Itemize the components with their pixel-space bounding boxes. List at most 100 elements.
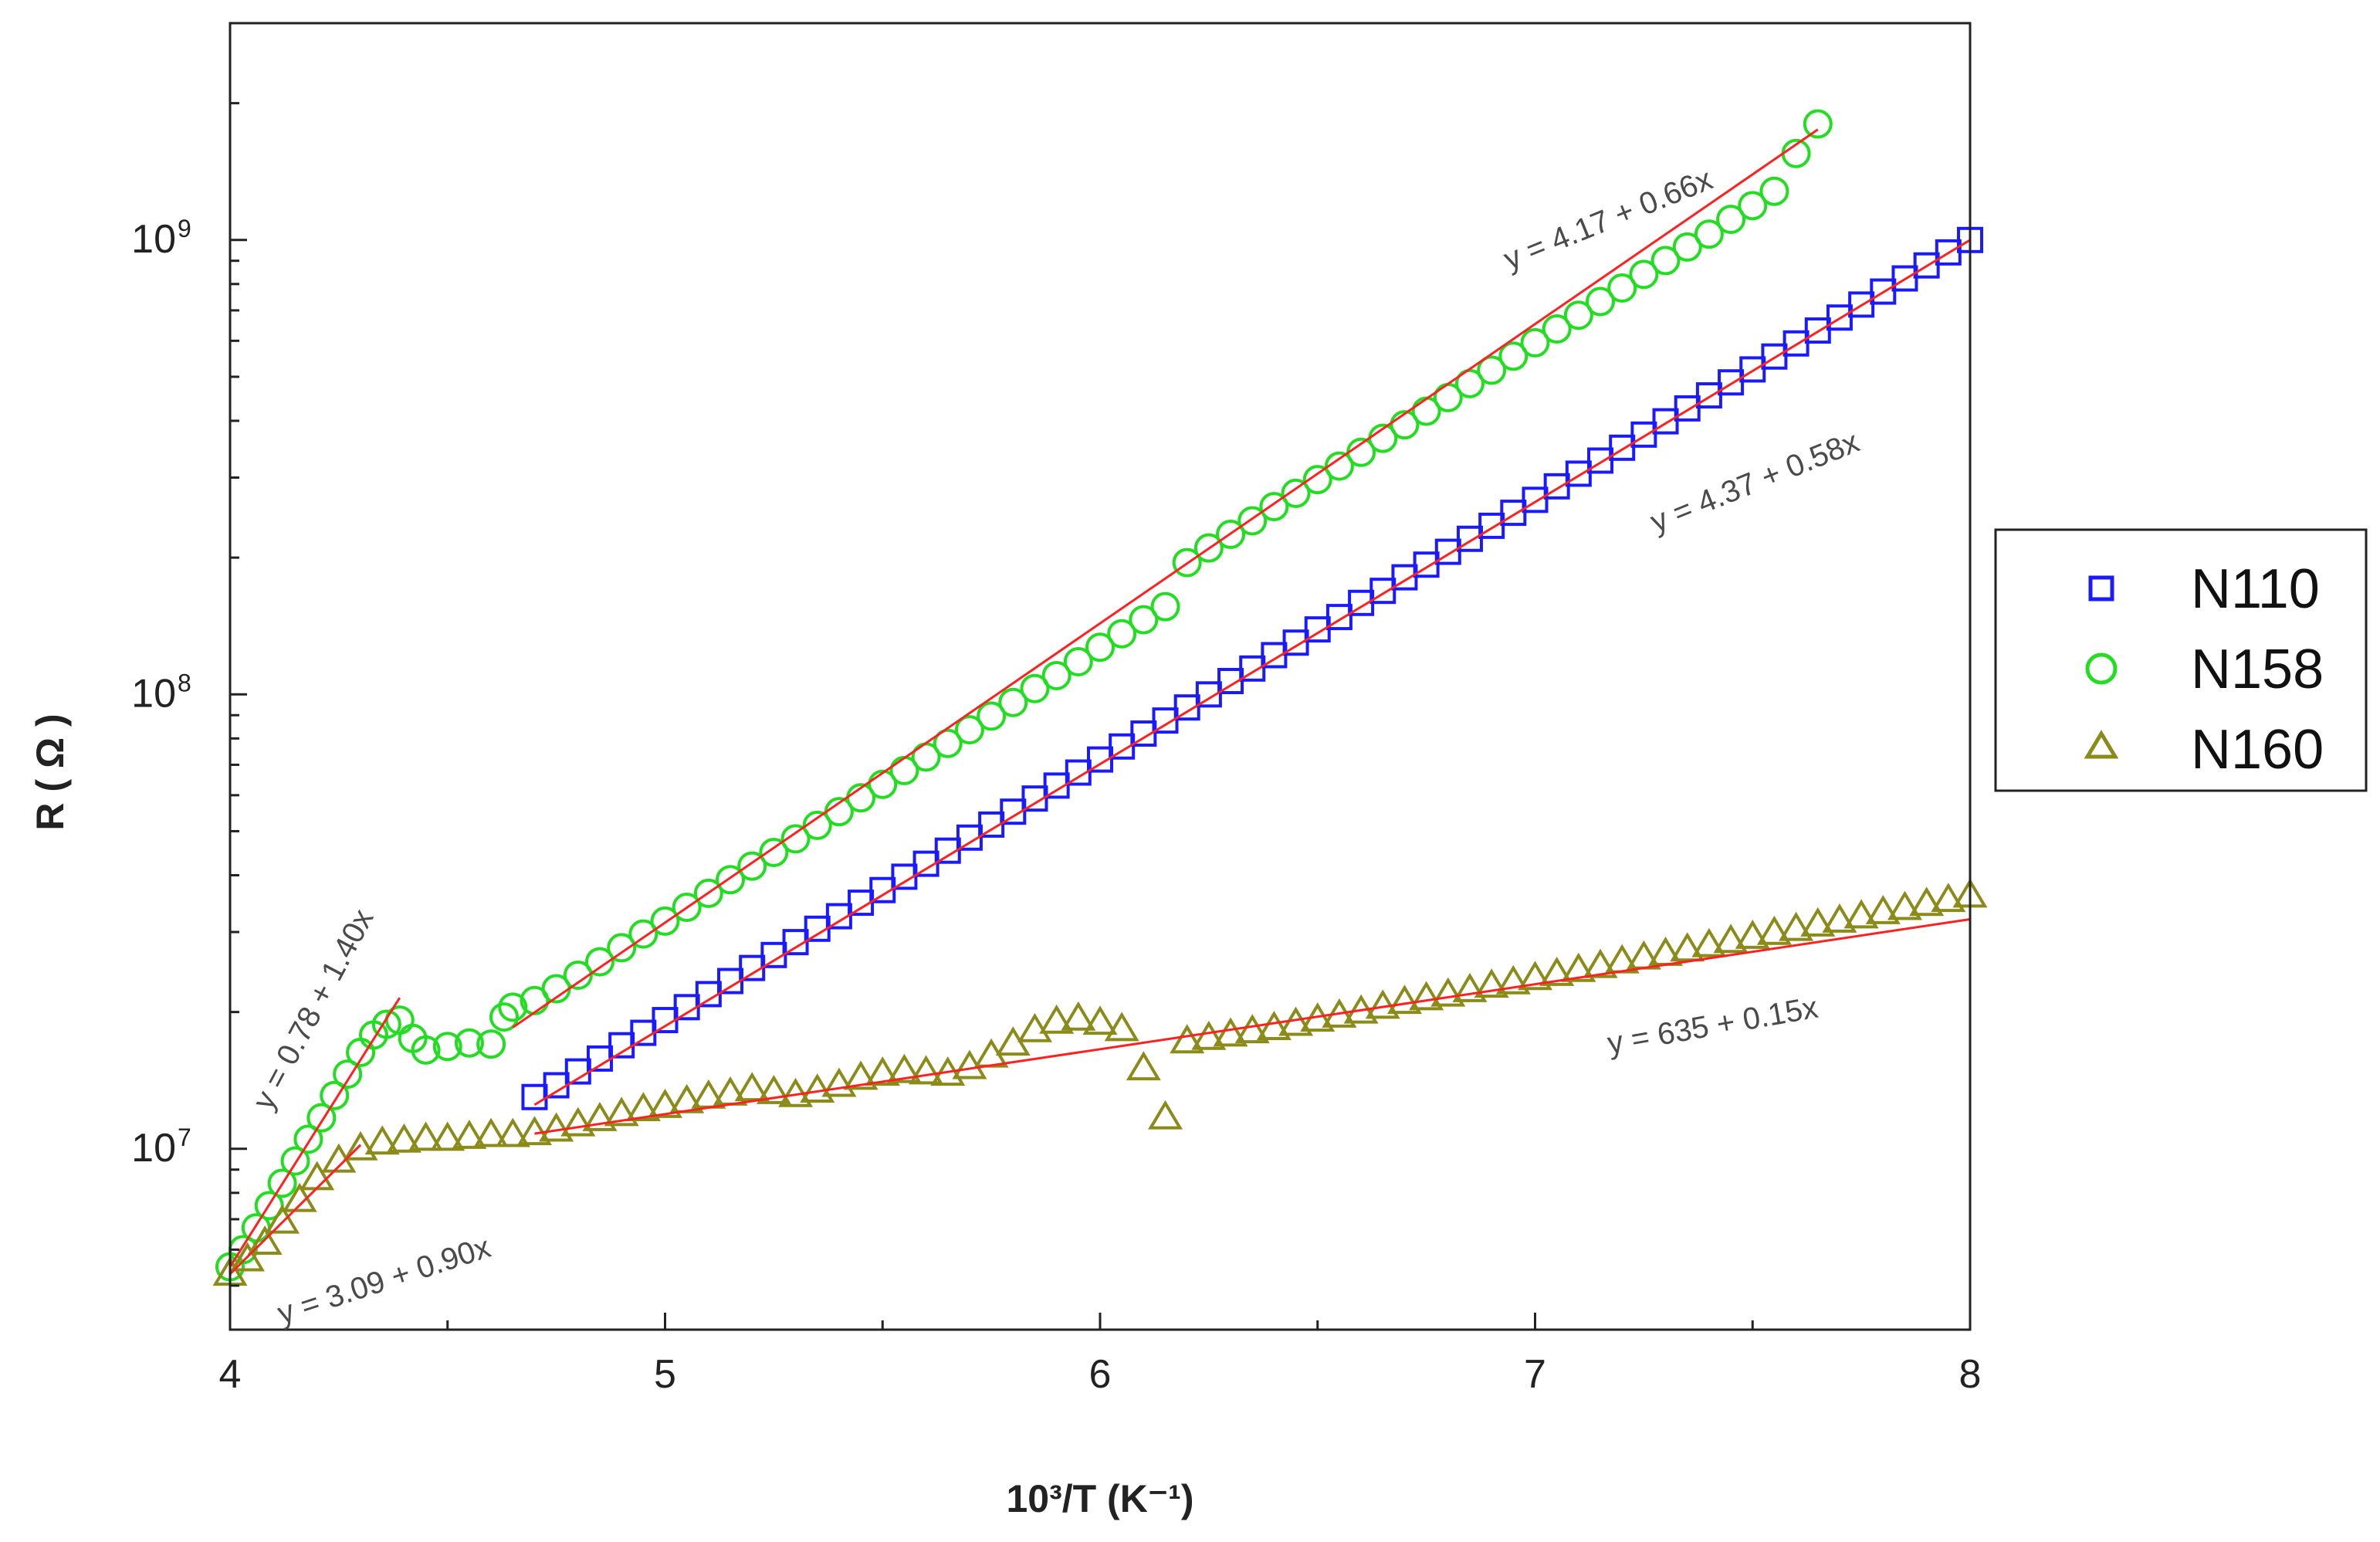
point-n160 — [1256, 1011, 1292, 1040]
legend: N110 N158 N160 — [1994, 528, 2368, 792]
point-n158 — [371, 1009, 401, 1039]
point-n158 — [1716, 205, 1746, 235]
point-n160 — [1887, 890, 1922, 920]
fit-lines — [229, 128, 1971, 1276]
point-n160 — [1843, 899, 1879, 929]
point-n160 — [821, 1067, 857, 1097]
point-n160 — [516, 1116, 552, 1146]
point-n160 — [1082, 1005, 1118, 1035]
point-n160 — [560, 1107, 596, 1137]
point-n158 — [280, 1146, 310, 1176]
point-n158 — [1542, 314, 1572, 344]
point-n160 — [1104, 1012, 1139, 1042]
legend-label-n158: N158 — [2191, 639, 2324, 700]
point-n160 — [343, 1130, 378, 1161]
point-n160 — [756, 1075, 791, 1104]
y-tick-label: 10 — [131, 1126, 176, 1171]
point-n110 — [1325, 604, 1353, 631]
point-n158 — [933, 728, 963, 758]
point-n160 — [1822, 903, 1857, 933]
point-n160 — [1386, 985, 1422, 1015]
point-n160 — [1735, 920, 1770, 949]
point-n158 — [1172, 547, 1202, 578]
fit-line-4 — [229, 1144, 362, 1276]
point-n158 — [1041, 660, 1072, 690]
point-n158 — [1498, 341, 1529, 371]
legend-marker-n158 — [2085, 652, 2118, 685]
point-n160 — [734, 1072, 770, 1102]
point-n160 — [909, 1055, 944, 1085]
point-n158 — [1085, 632, 1115, 663]
point-n160 — [1779, 911, 1814, 941]
point-n158 — [411, 1035, 441, 1065]
point-n160 — [865, 1056, 900, 1086]
point-n160 — [452, 1119, 487, 1149]
fit-line-2 — [533, 239, 1971, 1107]
point-n160 — [386, 1123, 421, 1153]
point-n160 — [539, 1112, 574, 1142]
y-tick-label-exponent: 9 — [178, 215, 191, 242]
point-n158 — [476, 1029, 506, 1059]
point-n158 — [1759, 176, 1789, 206]
point-n160 — [1409, 981, 1444, 1011]
point-n160 — [1234, 1014, 1270, 1044]
point-n160 — [1800, 907, 1836, 937]
point-n160 — [1691, 927, 1727, 957]
point-n160 — [1909, 886, 1945, 917]
point-n160 — [1191, 1020, 1227, 1050]
point-n158 — [998, 687, 1028, 717]
point-n160 — [364, 1125, 400, 1155]
point-n158 — [1477, 355, 1507, 385]
point-n158 — [1672, 232, 1702, 262]
point-n160 — [230, 1242, 266, 1272]
point-n158 — [1390, 410, 1420, 440]
point-n158 — [1259, 492, 1289, 522]
point-n158 — [1281, 478, 1311, 508]
point-n160 — [1670, 932, 1705, 962]
y-tick-label-exponent: 8 — [178, 669, 191, 696]
point-n160 — [843, 1060, 879, 1090]
point-n160 — [800, 1073, 835, 1103]
legend-marker-n160 — [2084, 730, 2119, 759]
point-n110 — [1369, 578, 1397, 605]
x-tick-label: 5 — [654, 1352, 676, 1397]
point-n110 — [1000, 798, 1027, 825]
point-n158 — [954, 715, 984, 745]
point-n160 — [1039, 1004, 1075, 1034]
point-n160 — [1495, 964, 1531, 995]
point-n158 — [333, 1059, 363, 1090]
fit-line-3 — [534, 918, 1971, 1135]
point-n160 — [1170, 1024, 1205, 1054]
x-axis-title: 10³/T (K⁻¹) — [1006, 1477, 1193, 1520]
point-n158 — [1803, 109, 1833, 139]
point-n160 — [1474, 968, 1509, 998]
point-n110 — [1522, 486, 1549, 513]
point-n158 — [1454, 368, 1485, 398]
point-n158 — [1607, 273, 1637, 303]
point-n158 — [1063, 646, 1093, 676]
point-n160 — [1213, 1017, 1248, 1047]
point-n160 — [1561, 952, 1596, 982]
point-n110 — [1239, 655, 1266, 682]
point-n110 — [825, 903, 852, 930]
point-n158 — [498, 992, 528, 1022]
point-n158 — [1324, 451, 1354, 481]
point-n158 — [1150, 591, 1180, 622]
legend-marker-n110 — [2088, 575, 2114, 602]
point-n158 — [628, 919, 658, 949]
legend-label-n160: N160 — [2191, 719, 2324, 781]
point-n158 — [320, 1080, 350, 1110]
point-n158 — [737, 851, 767, 881]
point-n160 — [1756, 915, 1792, 945]
point-n158 — [1563, 300, 1593, 330]
x-tick-label: 6 — [1089, 1352, 1112, 1397]
point-n158 — [293, 1124, 323, 1154]
point-n158 — [563, 960, 593, 990]
point-n160 — [1148, 1100, 1183, 1130]
point-n160 — [1061, 1001, 1096, 1031]
point-n160 — [1430, 977, 1466, 1007]
point-n160 — [430, 1121, 466, 1151]
point-n158 — [1650, 246, 1681, 276]
point-n160 — [408, 1121, 444, 1151]
